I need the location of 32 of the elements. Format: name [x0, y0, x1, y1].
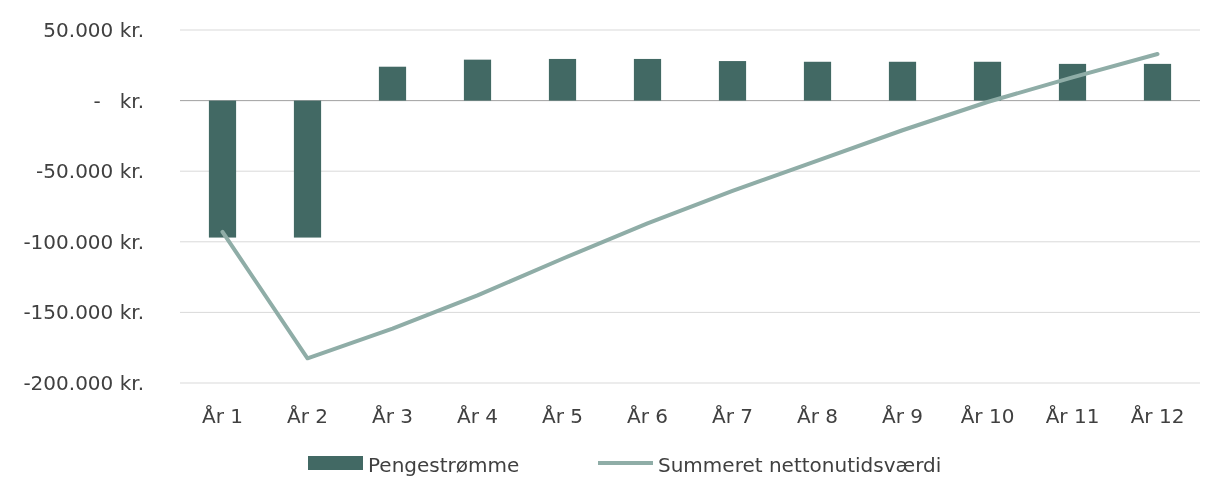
x-tick-label: År 12: [1130, 404, 1185, 428]
x-tick-label: År 7: [712, 404, 753, 428]
bar: [888, 61, 917, 101]
x-tick-label: År 6: [627, 404, 668, 428]
legend-label: Pengestrømme: [368, 453, 520, 477]
y-tick-label: -100.000 kr.: [23, 229, 144, 254]
bar: [1143, 63, 1172, 101]
x-tick-label: År 8: [797, 404, 838, 428]
x-tick-label: År 4: [457, 404, 498, 428]
y-tick-label: -200.000 kr.: [23, 371, 144, 395]
bar: [293, 100, 322, 238]
bar: [378, 66, 407, 101]
x-tick-label: År 1: [202, 404, 243, 428]
bar: [718, 61, 747, 101]
bar: [803, 61, 832, 101]
x-tick-label: År 9: [882, 404, 923, 428]
legend-label: Summeret nettonutidsværdi: [658, 453, 942, 477]
y-tick-label: 50.000 kr.: [43, 18, 144, 42]
line-series: [220, 52, 1160, 361]
x-tick-label: År 2: [287, 404, 328, 428]
y-tick-label: -150.000 kr.: [23, 300, 144, 325]
bar: [463, 59, 492, 101]
bar: [633, 58, 662, 101]
x-tick-label: År 10: [960, 404, 1015, 428]
y-tick-label: - kr.: [93, 88, 144, 113]
x-tick-label: År 5: [542, 404, 583, 428]
x-tick-label: År 11: [1045, 404, 1100, 428]
y-tick-label: -50.000 kr.: [36, 159, 144, 184]
bar: [548, 58, 577, 101]
bar: [973, 61, 1002, 101]
x-tick-label: År 3: [372, 404, 413, 428]
bar: [208, 100, 237, 238]
